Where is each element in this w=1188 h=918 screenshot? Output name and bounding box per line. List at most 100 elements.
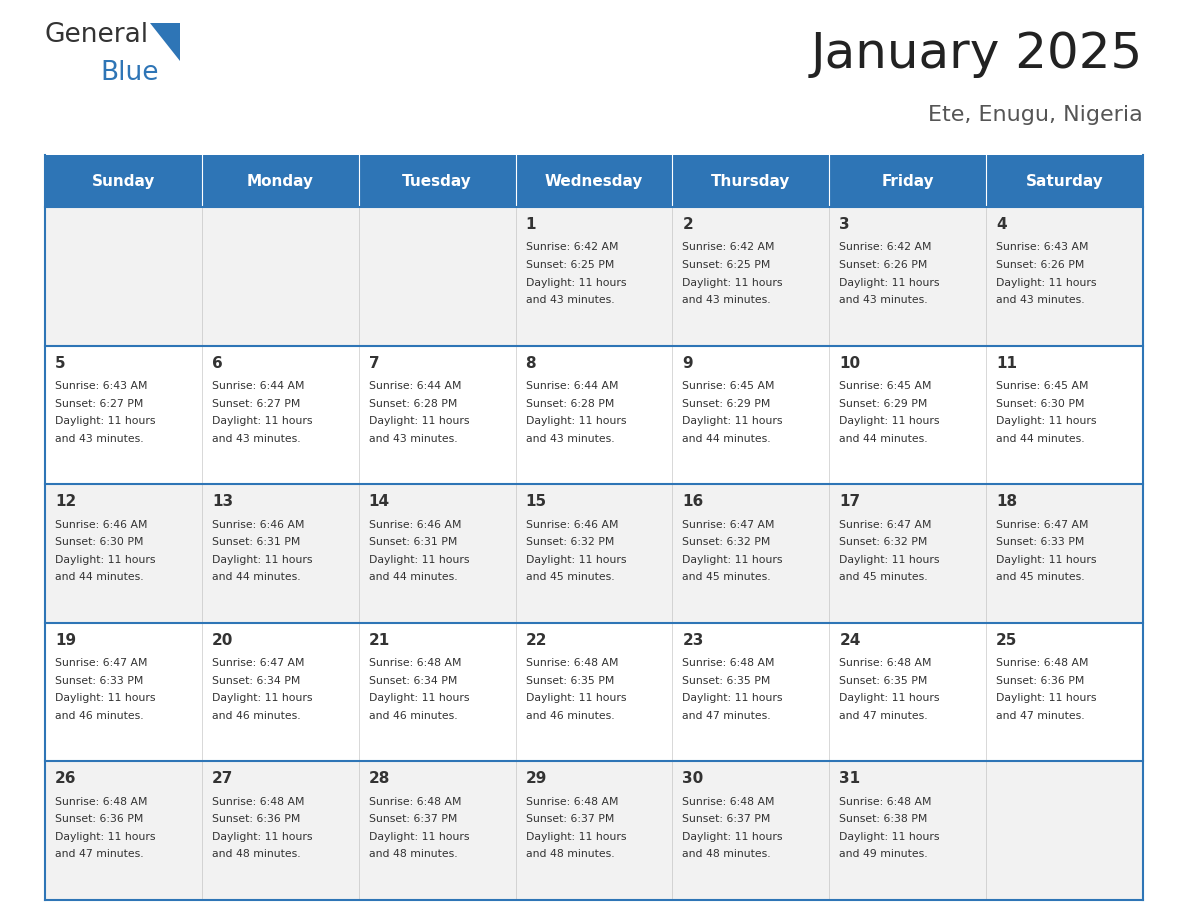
Text: Sunrise: 6:42 AM: Sunrise: 6:42 AM [525, 242, 618, 252]
Text: Sunset: 6:25 PM: Sunset: 6:25 PM [682, 260, 771, 270]
Text: and 43 minutes.: and 43 minutes. [55, 433, 144, 443]
Text: and 45 minutes.: and 45 minutes. [682, 572, 771, 582]
Text: Daylight: 11 hours: Daylight: 11 hours [682, 277, 783, 287]
Text: and 43 minutes.: and 43 minutes. [211, 433, 301, 443]
Text: Sunrise: 6:47 AM: Sunrise: 6:47 AM [55, 658, 147, 668]
Text: Sunset: 6:32 PM: Sunset: 6:32 PM [525, 537, 614, 547]
Text: 14: 14 [368, 494, 390, 509]
Text: Daylight: 11 hours: Daylight: 11 hours [682, 832, 783, 842]
Text: Monday: Monday [247, 174, 314, 188]
Bar [202, 155, 359, 207]
Text: Sunset: 6:30 PM: Sunset: 6:30 PM [55, 537, 144, 547]
Text: Sunrise: 6:48 AM: Sunrise: 6:48 AM [368, 658, 461, 668]
Text: and 43 minutes.: and 43 minutes. [682, 295, 771, 305]
Text: Daylight: 11 hours: Daylight: 11 hours [997, 693, 1097, 703]
Text: Sunset: 6:34 PM: Sunset: 6:34 PM [368, 676, 457, 686]
Text: Sunset: 6:27 PM: Sunset: 6:27 PM [55, 398, 144, 409]
Text: Daylight: 11 hours: Daylight: 11 hours [839, 832, 940, 842]
Text: Daylight: 11 hours: Daylight: 11 hours [55, 416, 156, 426]
Bar [45, 345, 1143, 484]
Text: Daylight: 11 hours: Daylight: 11 hours [997, 416, 1097, 426]
Text: Sunset: 6:36 PM: Sunset: 6:36 PM [55, 814, 144, 824]
Text: Sunrise: 6:48 AM: Sunrise: 6:48 AM [997, 658, 1088, 668]
Bar [45, 207, 1143, 345]
Text: Sunrise: 6:42 AM: Sunrise: 6:42 AM [839, 242, 931, 252]
Text: 5: 5 [55, 355, 65, 371]
Text: Sunrise: 6:44 AM: Sunrise: 6:44 AM [211, 381, 304, 391]
Text: and 44 minutes.: and 44 minutes. [368, 572, 457, 582]
Text: Sunset: 6:31 PM: Sunset: 6:31 PM [211, 537, 301, 547]
Text: Sunset: 6:33 PM: Sunset: 6:33 PM [55, 676, 144, 686]
Bar [986, 155, 1143, 207]
Text: and 45 minutes.: and 45 minutes. [525, 572, 614, 582]
Text: 23: 23 [682, 633, 703, 648]
Bar [359, 155, 516, 207]
Bar [45, 484, 1143, 622]
Text: Sunset: 6:28 PM: Sunset: 6:28 PM [368, 398, 457, 409]
Polygon shape [150, 23, 181, 61]
Text: Sunset: 6:37 PM: Sunset: 6:37 PM [682, 814, 771, 824]
Text: Sunset: 6:32 PM: Sunset: 6:32 PM [839, 537, 928, 547]
Text: Sunset: 6:26 PM: Sunset: 6:26 PM [997, 260, 1085, 270]
Bar [45, 622, 1143, 761]
Text: General: General [45, 22, 150, 48]
Text: Daylight: 11 hours: Daylight: 11 hours [997, 554, 1097, 565]
Text: Sunset: 6:37 PM: Sunset: 6:37 PM [368, 814, 457, 824]
Text: Sunset: 6:35 PM: Sunset: 6:35 PM [525, 676, 614, 686]
Text: Sunset: 6:37 PM: Sunset: 6:37 PM [525, 814, 614, 824]
Text: Sunrise: 6:47 AM: Sunrise: 6:47 AM [682, 520, 775, 530]
Text: and 43 minutes.: and 43 minutes. [839, 295, 928, 305]
Bar [45, 761, 1143, 900]
Text: 31: 31 [839, 771, 860, 787]
Text: 22: 22 [525, 633, 546, 648]
Text: and 45 minutes.: and 45 minutes. [839, 572, 928, 582]
Text: Sunrise: 6:48 AM: Sunrise: 6:48 AM [211, 797, 304, 807]
Text: Blue: Blue [100, 60, 158, 86]
Text: and 44 minutes.: and 44 minutes. [839, 433, 928, 443]
Text: Daylight: 11 hours: Daylight: 11 hours [55, 693, 156, 703]
Text: 9: 9 [682, 355, 693, 371]
Text: Sunrise: 6:48 AM: Sunrise: 6:48 AM [682, 797, 775, 807]
Text: Daylight: 11 hours: Daylight: 11 hours [211, 554, 312, 565]
Text: Sunrise: 6:42 AM: Sunrise: 6:42 AM [682, 242, 775, 252]
Text: Sunrise: 6:48 AM: Sunrise: 6:48 AM [682, 658, 775, 668]
Text: and 43 minutes.: and 43 minutes. [525, 433, 614, 443]
Text: Sunset: 6:25 PM: Sunset: 6:25 PM [525, 260, 614, 270]
Text: Daylight: 11 hours: Daylight: 11 hours [211, 832, 312, 842]
Text: Sunset: 6:29 PM: Sunset: 6:29 PM [839, 398, 928, 409]
Text: Daylight: 11 hours: Daylight: 11 hours [368, 832, 469, 842]
Text: 1: 1 [525, 217, 536, 232]
Text: 18: 18 [997, 494, 1017, 509]
Bar [829, 155, 986, 207]
Text: 11: 11 [997, 355, 1017, 371]
Text: Sunrise: 6:46 AM: Sunrise: 6:46 AM [55, 520, 147, 530]
Text: and 48 minutes.: and 48 minutes. [211, 849, 301, 859]
Text: and 44 minutes.: and 44 minutes. [55, 572, 144, 582]
Text: Daylight: 11 hours: Daylight: 11 hours [839, 693, 940, 703]
Text: and 44 minutes.: and 44 minutes. [211, 572, 301, 582]
Text: Daylight: 11 hours: Daylight: 11 hours [211, 693, 312, 703]
Text: Ete, Enugu, Nigeria: Ete, Enugu, Nigeria [928, 105, 1143, 125]
Text: and 48 minutes.: and 48 minutes. [525, 849, 614, 859]
Text: and 47 minutes.: and 47 minutes. [997, 711, 1085, 721]
Text: 17: 17 [839, 494, 860, 509]
Text: Sunrise: 6:44 AM: Sunrise: 6:44 AM [525, 381, 618, 391]
Text: Sunday: Sunday [91, 174, 156, 188]
Text: and 43 minutes.: and 43 minutes. [368, 433, 457, 443]
Text: Sunrise: 6:48 AM: Sunrise: 6:48 AM [525, 797, 618, 807]
Text: Sunrise: 6:45 AM: Sunrise: 6:45 AM [839, 381, 931, 391]
Text: Daylight: 11 hours: Daylight: 11 hours [368, 554, 469, 565]
Text: Sunrise: 6:45 AM: Sunrise: 6:45 AM [682, 381, 775, 391]
Text: and 46 minutes.: and 46 minutes. [368, 711, 457, 721]
Text: Sunrise: 6:47 AM: Sunrise: 6:47 AM [211, 658, 304, 668]
Text: Sunset: 6:30 PM: Sunset: 6:30 PM [997, 398, 1085, 409]
Bar [516, 155, 672, 207]
Text: 12: 12 [55, 494, 76, 509]
Text: Sunset: 6:35 PM: Sunset: 6:35 PM [682, 676, 771, 686]
Text: Daylight: 11 hours: Daylight: 11 hours [55, 554, 156, 565]
Text: 8: 8 [525, 355, 536, 371]
Text: 19: 19 [55, 633, 76, 648]
Text: Daylight: 11 hours: Daylight: 11 hours [682, 693, 783, 703]
Text: Sunset: 6:32 PM: Sunset: 6:32 PM [682, 537, 771, 547]
Text: 6: 6 [211, 355, 222, 371]
